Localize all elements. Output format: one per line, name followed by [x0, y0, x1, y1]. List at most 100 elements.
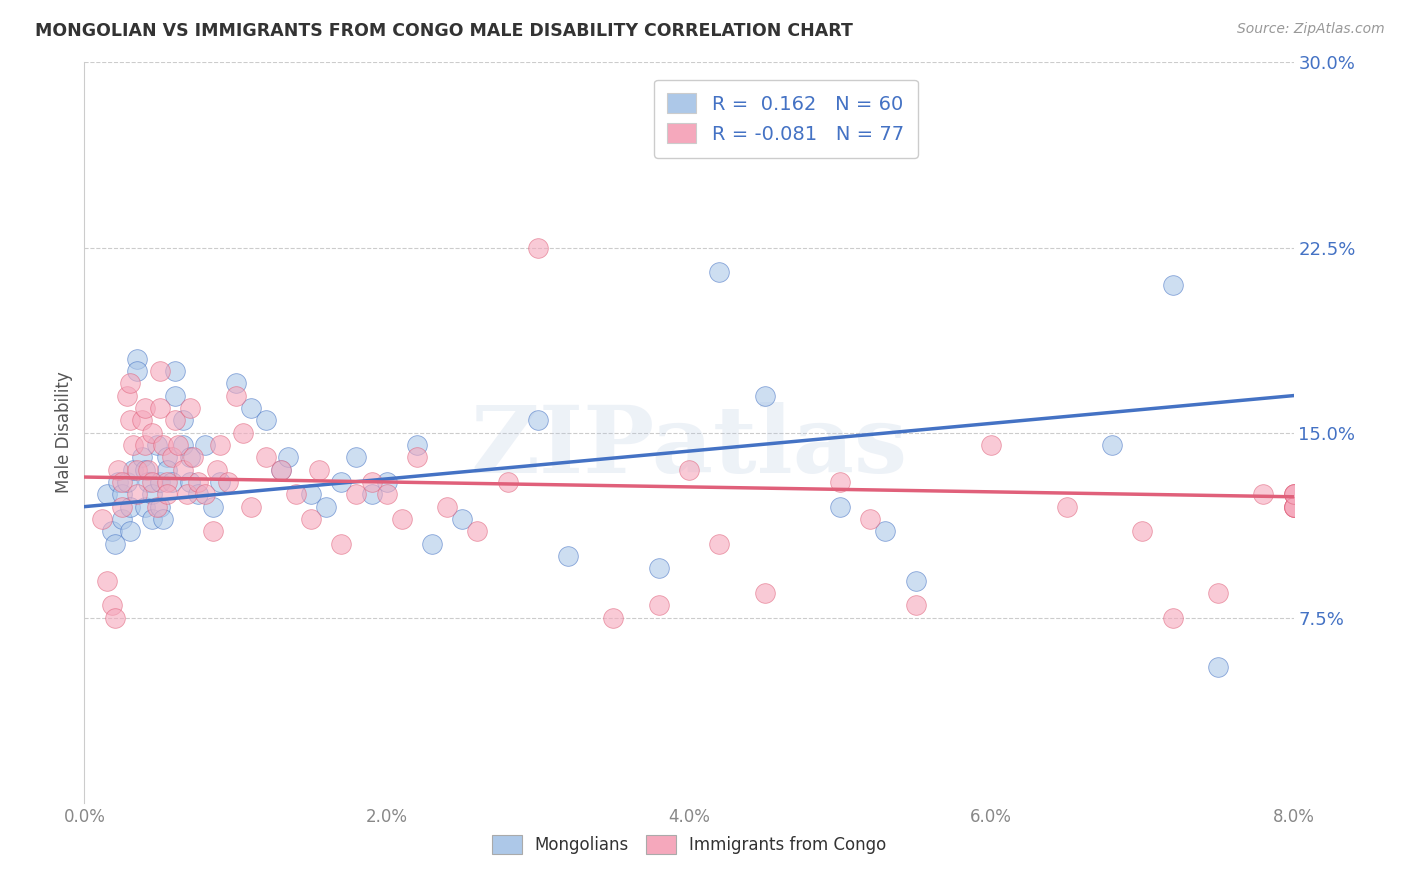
- Point: [375, 475, 398, 489]
- Point: [146, 438, 169, 452]
- Point: [391, 512, 413, 526]
- Point: [1282, 487, 1305, 501]
- Point: [165, 364, 187, 378]
- Point: [709, 265, 731, 279]
- Point: [96, 574, 118, 588]
- Point: [100, 524, 122, 539]
- Point: [167, 438, 190, 452]
- Point: [156, 487, 179, 501]
- Y-axis label: Male Disability: Male Disability: [55, 372, 73, 493]
- Point: [299, 487, 322, 501]
- Point: [115, 475, 138, 489]
- Point: [134, 438, 156, 452]
- Point: [149, 475, 172, 489]
- Point: [104, 536, 127, 550]
- Point: [308, 462, 330, 476]
- Point: [225, 376, 247, 391]
- Point: [104, 610, 127, 624]
- Point: [187, 475, 209, 489]
- Point: [111, 500, 134, 514]
- Point: [1282, 500, 1305, 514]
- Point: [134, 500, 156, 514]
- Text: MONGOLIAN VS IMMIGRANTS FROM CONGO MALE DISABILITY CORRELATION CHART: MONGOLIAN VS IMMIGRANTS FROM CONGO MALE …: [35, 22, 853, 40]
- Point: [375, 487, 398, 501]
- Point: [141, 512, 163, 526]
- Point: [121, 462, 143, 476]
- Point: [360, 475, 382, 489]
- Point: [156, 450, 179, 465]
- Point: [181, 450, 204, 465]
- Point: [209, 475, 232, 489]
- Point: [172, 438, 194, 452]
- Point: [136, 462, 159, 476]
- Point: [225, 388, 247, 402]
- Point: [557, 549, 579, 563]
- Point: [904, 599, 927, 613]
- Point: [131, 450, 153, 465]
- Point: [1132, 524, 1154, 539]
- Point: [1056, 500, 1078, 514]
- Point: [149, 500, 172, 514]
- Point: [201, 524, 224, 539]
- Point: [239, 500, 262, 514]
- Point: [648, 599, 671, 613]
- Point: [176, 487, 198, 501]
- Point: [96, 487, 118, 501]
- Point: [121, 438, 143, 452]
- Point: [904, 574, 927, 588]
- Point: [602, 610, 624, 624]
- Point: [131, 413, 153, 427]
- Point: [1282, 500, 1305, 514]
- Point: [830, 475, 852, 489]
- Point: [648, 561, 671, 575]
- Point: [1161, 610, 1184, 624]
- Point: [187, 487, 209, 501]
- Point: [678, 462, 700, 476]
- Legend: Mongolians, Immigrants from Congo: Mongolians, Immigrants from Congo: [485, 829, 893, 861]
- Point: [152, 512, 174, 526]
- Point: [859, 512, 882, 526]
- Text: Source: ZipAtlas.com: Source: ZipAtlas.com: [1237, 22, 1385, 37]
- Point: [107, 475, 129, 489]
- Point: [115, 388, 138, 402]
- Point: [330, 536, 353, 550]
- Point: [232, 425, 254, 440]
- Point: [1282, 487, 1305, 501]
- Point: [830, 500, 852, 514]
- Point: [270, 462, 292, 476]
- Point: [165, 388, 187, 402]
- Point: [160, 475, 183, 489]
- Point: [179, 475, 201, 489]
- Point: [315, 500, 337, 514]
- Point: [194, 438, 217, 452]
- Point: [118, 524, 141, 539]
- Point: [156, 475, 179, 489]
- Point: [156, 462, 179, 476]
- Point: [451, 512, 474, 526]
- Point: [217, 475, 239, 489]
- Point: [875, 524, 897, 539]
- Text: ZIPatlas: ZIPatlas: [471, 402, 907, 492]
- Point: [141, 425, 163, 440]
- Point: [146, 500, 169, 514]
- Point: [360, 487, 382, 501]
- Point: [118, 500, 141, 514]
- Point: [172, 462, 194, 476]
- Point: [436, 500, 458, 514]
- Point: [330, 475, 353, 489]
- Point: [141, 487, 163, 501]
- Point: [420, 536, 443, 550]
- Point: [179, 450, 201, 465]
- Point: [100, 599, 122, 613]
- Point: [127, 351, 149, 366]
- Point: [127, 364, 149, 378]
- Point: [91, 512, 114, 526]
- Point: [467, 524, 489, 539]
- Point: [1206, 586, 1229, 600]
- Point: [1282, 500, 1305, 514]
- Point: [1161, 277, 1184, 292]
- Point: [527, 240, 550, 255]
- Point: [406, 438, 429, 452]
- Point: [1282, 500, 1305, 514]
- Point: [254, 413, 277, 427]
